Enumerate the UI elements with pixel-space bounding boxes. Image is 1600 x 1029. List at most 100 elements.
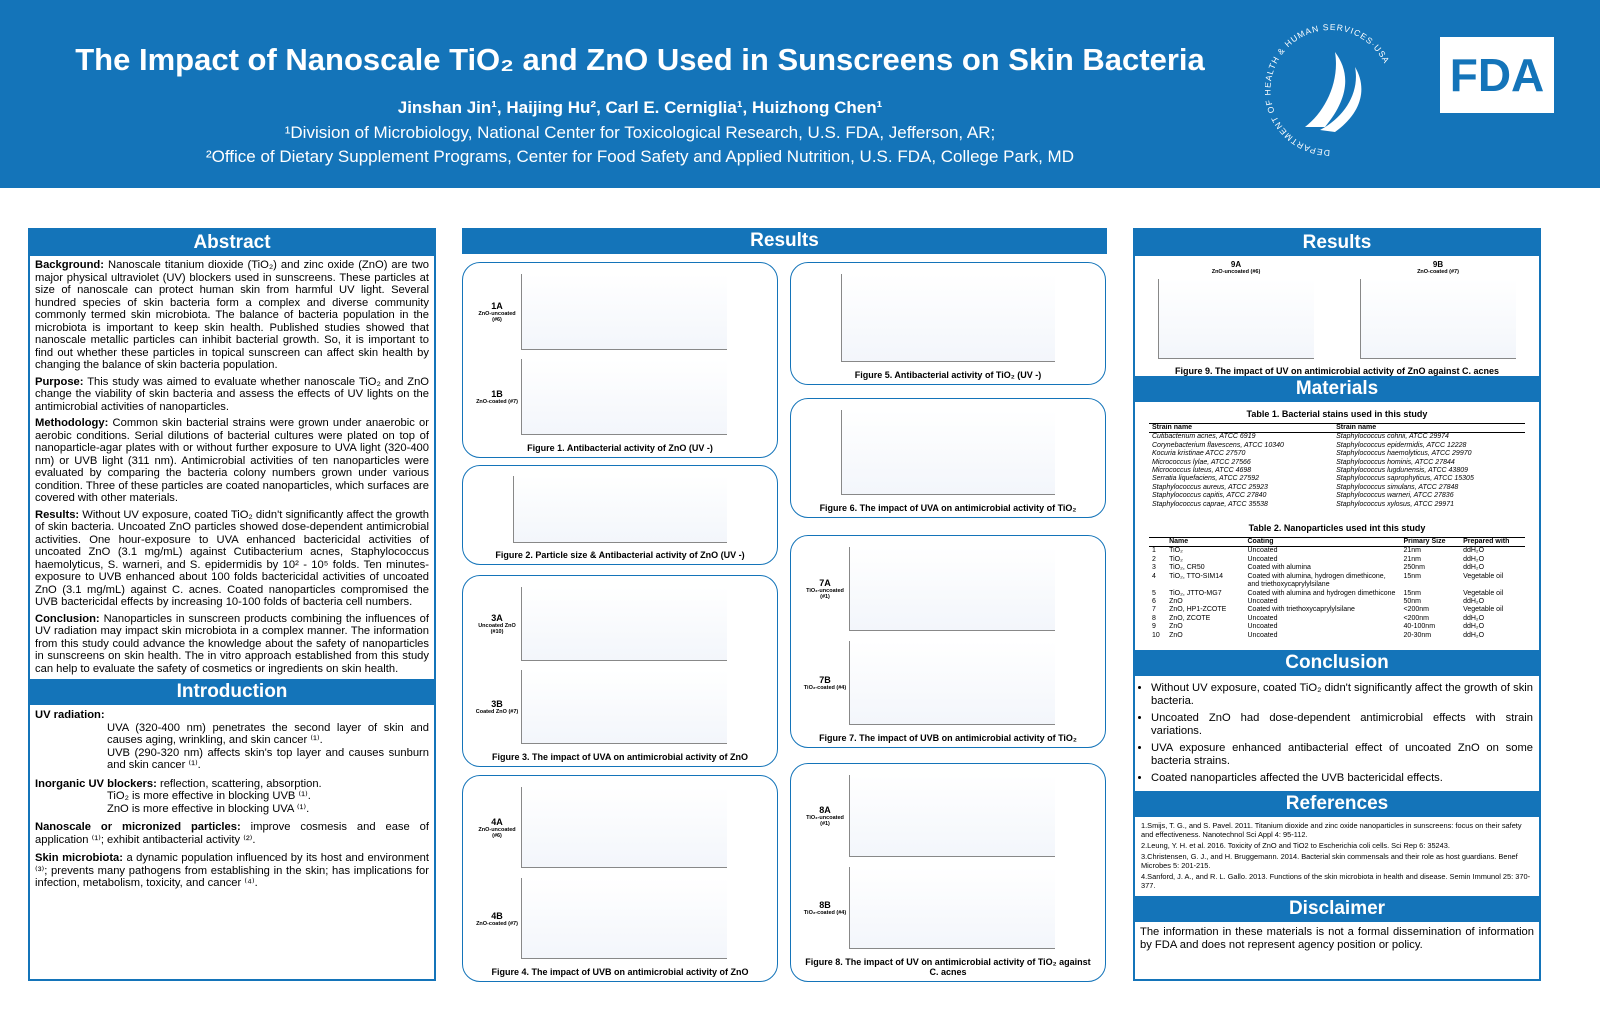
table-row: Serratia liquefaciens, ATCC 27592 Staphyl… bbox=[1149, 475, 1525, 483]
table-cell: ddH₂O bbox=[1463, 614, 1485, 622]
panel-sublabel: Uncoated ZnO (#10) bbox=[478, 622, 516, 635]
block-label: Nanoscale or micronized particles: bbox=[35, 821, 241, 833]
fda-logo: FDA bbox=[1440, 37, 1554, 113]
panel-sublabel: ZnO-coated (#7) bbox=[476, 399, 518, 406]
table-row: 3 TiO₂, CR50 Coated with alumina 250nm ddH₂O bbox=[1149, 564, 1525, 572]
table-cell: 40-100nm bbox=[1403, 623, 1436, 631]
table-cell: Vegetable oil bbox=[1463, 606, 1504, 614]
reference: 1.Smijs, T. G., and S. Pavel. 2011. Tita… bbox=[1141, 821, 1522, 840]
table-row: Staphylococcus capitis, ATCC 27840 Staphy… bbox=[1149, 492, 1525, 500]
table-cell: Vegetable oil bbox=[1463, 572, 1504, 580]
block-line: ZnO is more effective in blocking UVA ⁽¹… bbox=[107, 802, 310, 815]
figure-panel: 4A ZnO-uncoated (#6) bbox=[473, 782, 767, 873]
table-cell: 20-30nm bbox=[1403, 631, 1432, 639]
panel-sublabel: TiO₂-uncoated (#1) bbox=[806, 588, 844, 600]
block-label: Inorganic UV blockers: bbox=[35, 777, 157, 790]
figure-panel: 3A Uncoated ZnO (#10) bbox=[473, 582, 767, 666]
table: Strain name Strain name Cutibacterium acne… bbox=[1149, 422, 1525, 509]
plot-area bbox=[849, 775, 1055, 857]
figure: Figure 2. Particle size & Antibacterial … bbox=[462, 465, 778, 565]
table-cell: Staphylococcus lugdunensis, ATCC 43809 bbox=[1336, 467, 1469, 475]
table-cell: Staphylococcus simulans, ATCC 27848 bbox=[1336, 483, 1459, 491]
figure-panel: 4B ZnO-coated (#7) bbox=[473, 873, 767, 964]
abstract-paragraph: Purpose: This study was aimed to evaluat… bbox=[35, 376, 429, 414]
panel-label: 3A Uncoated ZnO (#10) bbox=[473, 613, 521, 635]
plot-area bbox=[521, 273, 727, 350]
table-cell: TiO₂, JTTO-MG7 bbox=[1169, 589, 1222, 597]
table-row: Staphylococcus caprae, ATCC 35538 Staphyl… bbox=[1149, 501, 1525, 509]
header-row: Strain name Strain name bbox=[1149, 422, 1525, 434]
table-cell: Staphylococcus saprophyticus, ATCC 15305 bbox=[1336, 475, 1474, 483]
intro-block: Skin microbiota: a dynamic population in… bbox=[35, 852, 429, 890]
block-text: a dynamic population influenced by its h… bbox=[35, 852, 430, 889]
abstract-paragraph: Methodology: Common skin bacterial strai… bbox=[35, 417, 429, 505]
table-cell: Staphylococcus epidermidis, ATCC 12228 bbox=[1336, 441, 1467, 449]
panel-sublabel: Coated ZnO (#7) bbox=[475, 709, 519, 716]
table-row: Micrococcus luteus, ATCC 4698 Staphylococ… bbox=[1149, 467, 1525, 475]
plot-area bbox=[841, 274, 1055, 362]
table-row: 7 ZnO, HP1-ZCOTE Coated with triethoxycapr… bbox=[1149, 606, 1525, 614]
table-cell: 6 bbox=[1152, 597, 1156, 605]
table-cell: Vegetable oil bbox=[1463, 589, 1504, 597]
panel-label: 7B TiO₂-coated (#4) bbox=[801, 675, 849, 691]
table-cell: TiO₂ bbox=[1169, 555, 1183, 563]
header-cell: Coating bbox=[1244, 537, 1401, 548]
figure-caption: Figure 8. The impact of UV on antimicrob… bbox=[805, 957, 1091, 977]
conclusion-bullet: Without UV exposure, coated TiO₂ didn't … bbox=[1151, 682, 1533, 709]
paragraph-text: Common skin bacterial strains were grown… bbox=[35, 417, 429, 504]
plot-area bbox=[849, 867, 1055, 949]
affiliation: ²Office of Dietary Supplement Programs, … bbox=[205, 147, 1074, 166]
block-text: improve cosmesis and ease of application… bbox=[35, 821, 429, 846]
table-cell: 50nm bbox=[1403, 597, 1422, 605]
paragraph-text: Nanoscale titanium dioxide (TiO₂) and zi… bbox=[35, 259, 429, 371]
table-cell: ddH₂O bbox=[1463, 555, 1485, 563]
table-cell: 3 bbox=[1152, 564, 1156, 572]
table-caption: Table 2. Nanoparticles used int this stu… bbox=[1248, 523, 1426, 534]
table-cell: ZnO bbox=[1169, 597, 1183, 605]
table-cell: 10 bbox=[1152, 631, 1160, 639]
figure-caption: Figure 6. The impact of UVA on antimicro… bbox=[819, 503, 1077, 513]
plot-area bbox=[841, 410, 1055, 495]
section-heading: Materials bbox=[1135, 376, 1539, 402]
plot-area bbox=[521, 670, 727, 745]
figure: 8A TiO₂-uncoated (#1) 8B TiO₂-coated (#4) Fi… bbox=[790, 763, 1106, 982]
figure-caption: Figure 4. The impact of UVB on antimicro… bbox=[491, 967, 749, 977]
table-cell: 9 bbox=[1152, 623, 1156, 631]
table-row: 1 TiO₂ Uncoated 21nm ddH₂O bbox=[1149, 547, 1525, 556]
table-cell: Staphylococcus caprae, ATCC 35538 bbox=[1152, 500, 1268, 508]
panel-label: 8A TiO₂-uncoated (#1) bbox=[801, 805, 849, 827]
paragraph-label: Methodology: bbox=[35, 417, 109, 429]
table-cell: 4 bbox=[1152, 572, 1156, 580]
abstract-paragraph: Background: Nanoscale titanium dioxide (… bbox=[35, 259, 429, 372]
plot-area bbox=[849, 641, 1055, 725]
table-cell: Staphylococcus haemolyticus, ATCC 29970 bbox=[1336, 450, 1472, 458]
right-column: Results 9A ZnO-uncoated (#6) 9B ZnO-coated … bbox=[1133, 228, 1541, 981]
plot-area bbox=[521, 586, 727, 661]
section-heading: References bbox=[1135, 791, 1539, 818]
figure-panel bbox=[801, 405, 1095, 500]
figure-caption: Figure 2. Particle size & Antibacterial … bbox=[495, 550, 745, 560]
plot-area bbox=[521, 359, 727, 436]
table-cell: ddH₂O bbox=[1463, 631, 1485, 639]
affiliation: ¹Division of Microbiology, National Cent… bbox=[284, 123, 996, 142]
table-cell: Staphylococcus capitis, ATCC 27840 bbox=[1152, 492, 1267, 500]
figure-panel: 8B TiO₂-coated (#4) bbox=[801, 862, 1095, 954]
table-cell: Kocuria kristinae ATCC 27570 bbox=[1152, 450, 1246, 458]
figure-panel bbox=[473, 472, 767, 547]
title: The Impact of Nanoscale TiO₂ and ZnO Use… bbox=[75, 42, 1205, 77]
table-cell: 21nm bbox=[1403, 555, 1422, 563]
panel-label: 4A ZnO-uncoated (#6) bbox=[473, 817, 521, 839]
figure: 4A ZnO-uncoated (#6) 4B ZnO-coated (#7) Figu… bbox=[462, 775, 778, 982]
figure-caption: Figure 5. Antibacterial activity of TiO₂… bbox=[854, 370, 1042, 380]
table-row: 6 ZnO Uncoated 50nm ddH₂O bbox=[1149, 598, 1525, 606]
table-cell: Staphylococcus aureus, ATCC 25923 bbox=[1152, 483, 1268, 491]
table-cell: Serratia liquefaciens, ATCC 27592 bbox=[1152, 475, 1259, 483]
panel-sublabel: ZnO-uncoated (#6) bbox=[478, 826, 516, 839]
table-cell: Staphylococcus hominis, ATCC 27844 bbox=[1336, 458, 1455, 466]
table-row: Micrococcus lylae, ATCC 27566 Staphylococ… bbox=[1149, 459, 1525, 467]
table-cell: <200nm bbox=[1403, 606, 1430, 614]
figure-panel: 7A TiO₂-uncoated (#1) bbox=[801, 542, 1095, 636]
table-cell: TiO₂, TTO-SIM14 bbox=[1169, 572, 1224, 580]
figure-caption: Figure 9. The impact of UV on antimicrob… bbox=[1174, 366, 1500, 376]
reference: 3.Christensen, G. J., and H. Bruggemann.… bbox=[1141, 852, 1518, 871]
